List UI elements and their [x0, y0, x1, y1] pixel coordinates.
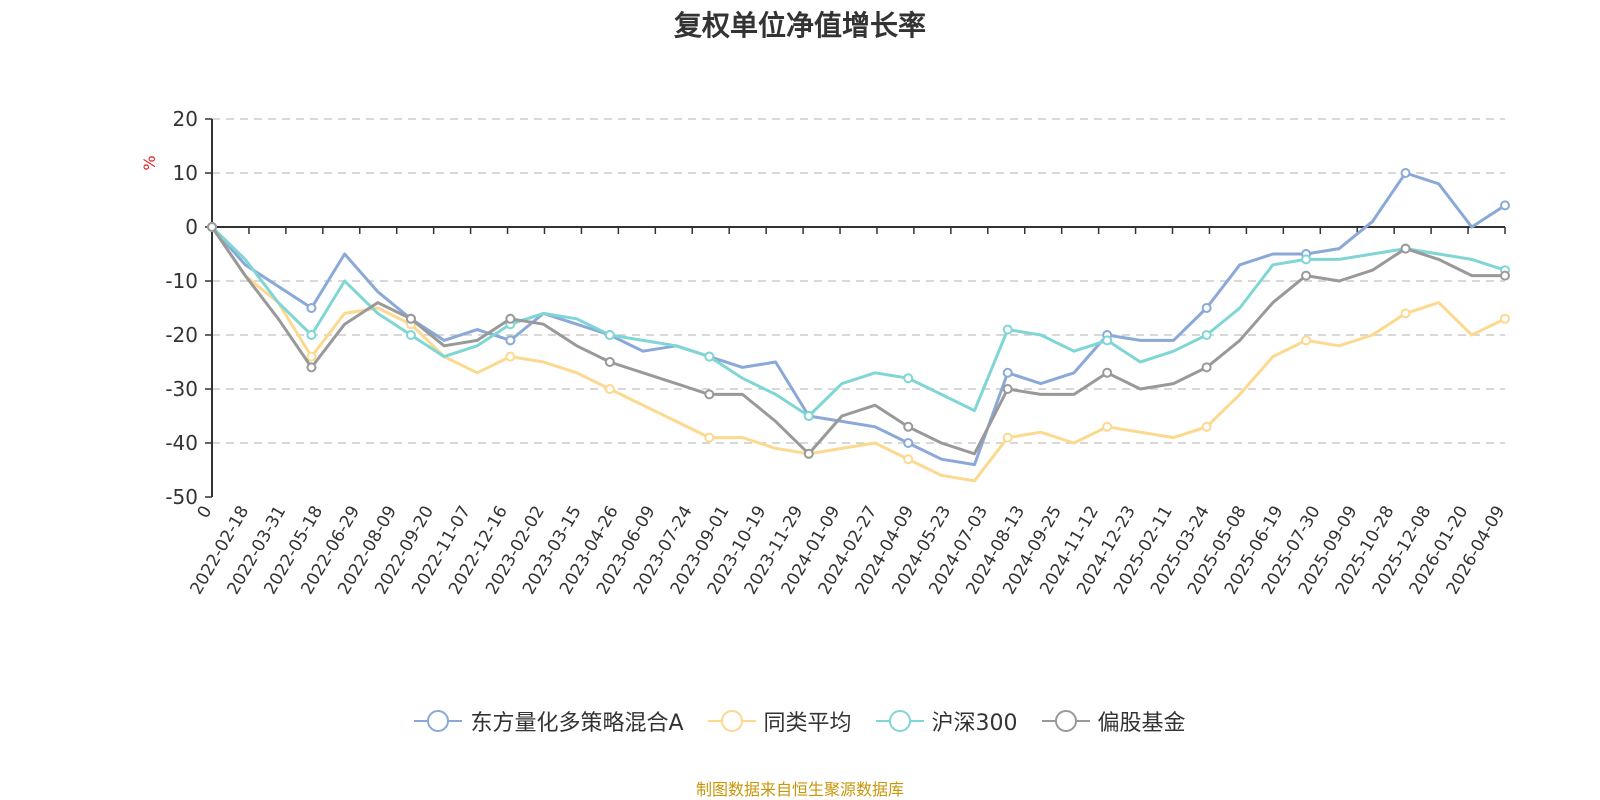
y-tick-label: 0 — [185, 215, 198, 239]
y-tick-label: 10 — [173, 161, 198, 185]
legend-item[interactable]: 同类平均 — [707, 705, 852, 737]
x-tick-label: 0 — [194, 503, 217, 522]
data-point — [1102, 335, 1113, 346]
legend-item[interactable]: 沪深300 — [875, 705, 1018, 737]
data-point — [704, 432, 715, 443]
data-point — [306, 330, 317, 340]
data-point — [604, 357, 615, 367]
legend-label: 同类平均 — [763, 711, 852, 736]
data-point — [1400, 308, 1411, 319]
data-point — [1002, 367, 1013, 378]
x-tick-labels: 02022-02-182022-03-312022-05-182022-06-2… — [187, 502, 1510, 598]
y-tick-label: -20 — [165, 323, 198, 347]
data-point — [1400, 168, 1411, 178]
legend-label: 偏股基金 — [1097, 711, 1186, 736]
data-point — [1102, 421, 1113, 432]
series-lines — [207, 168, 1510, 483]
data-point — [903, 421, 914, 432]
grid-lines — [212, 118, 1505, 444]
data-point — [1301, 254, 1312, 265]
data-point — [1002, 384, 1013, 394]
data-point — [1301, 270, 1312, 281]
legend-marker-icon — [1041, 710, 1090, 732]
data-point — [803, 411, 814, 421]
series-line — [210, 226, 1505, 456]
data-point — [306, 303, 317, 313]
data-point — [604, 330, 615, 340]
data-point — [505, 313, 516, 324]
data-point — [1102, 367, 1113, 378]
series-line — [210, 171, 1506, 467]
legend-marker-icon — [875, 710, 924, 732]
legend-item[interactable]: 东方量化多策略混合A — [414, 705, 684, 737]
series-line — [210, 226, 1506, 483]
legend-marker-icon — [707, 710, 756, 732]
series-line — [210, 225, 1506, 418]
data-point — [1500, 313, 1510, 324]
data-point — [1500, 200, 1510, 211]
legend-item[interactable]: 偏股基金 — [1041, 705, 1186, 737]
data-point — [405, 330, 416, 340]
data-point — [1002, 432, 1013, 443]
data-point — [1500, 270, 1510, 281]
data-point — [405, 313, 416, 324]
data-point — [207, 222, 217, 232]
y-axis-unit-label: % — [140, 155, 159, 170]
data-point — [1400, 243, 1411, 254]
data-point — [604, 384, 615, 394]
data-point — [903, 373, 914, 384]
data-point — [306, 362, 317, 373]
data-point — [704, 389, 715, 400]
data-point — [1201, 362, 1212, 373]
data-point — [1002, 324, 1013, 335]
data-point — [505, 335, 516, 346]
data-point — [803, 448, 814, 459]
data-point — [704, 351, 715, 362]
legend: 东方量化多策略混合A 同类平均 沪深300 偏股基金 — [0, 705, 1600, 737]
source-note: 制图数据来自恒生聚源数据库 — [695, 780, 904, 799]
data-point — [903, 438, 914, 448]
y-tick-label: -40 — [165, 431, 198, 455]
data-point — [306, 351, 317, 362]
data-point — [1201, 303, 1212, 313]
data-point — [903, 454, 914, 465]
y-tick-label: -10 — [165, 269, 198, 293]
chart-title: 复权单位净值增长率 — [673, 9, 926, 42]
y-tick-label: -50 — [165, 485, 198, 509]
legend-label: 东方量化多策略混合A — [470, 711, 684, 736]
y-tick-labels: 20 10 0 -10 -20 -30 -40 -50 — [165, 107, 198, 509]
axes — [205, 118, 1506, 498]
data-point — [1201, 421, 1212, 432]
data-point — [1201, 330, 1212, 340]
legend-marker-icon — [414, 710, 463, 732]
y-tick-label: -30 — [165, 377, 198, 401]
y-tick-label: 20 — [173, 107, 198, 131]
data-point — [1301, 335, 1312, 346]
legend-label: 沪深300 — [931, 711, 1018, 736]
data-point — [505, 351, 516, 362]
